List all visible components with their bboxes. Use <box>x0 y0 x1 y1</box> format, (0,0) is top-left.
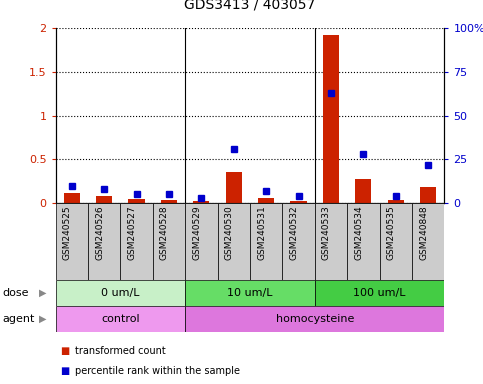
Text: percentile rank within the sample: percentile rank within the sample <box>75 366 240 376</box>
Bar <box>380 203 412 280</box>
Bar <box>290 200 307 203</box>
Text: ■: ■ <box>60 366 70 376</box>
Text: GSM240528: GSM240528 <box>160 205 169 260</box>
Text: GSM240532: GSM240532 <box>289 205 298 260</box>
Bar <box>56 306 185 332</box>
Text: ▶: ▶ <box>39 288 46 298</box>
Bar <box>217 203 250 280</box>
Bar <box>315 280 444 306</box>
Text: GDS3413 / 403057: GDS3413 / 403057 <box>185 0 315 11</box>
Bar <box>283 203 315 280</box>
Bar <box>323 35 339 203</box>
Text: control: control <box>101 314 140 324</box>
Bar <box>56 203 88 280</box>
Text: homocysteine: homocysteine <box>276 314 354 324</box>
Bar <box>347 203 380 280</box>
Bar <box>355 179 371 203</box>
Text: GSM240535: GSM240535 <box>387 205 396 260</box>
Bar <box>56 280 185 306</box>
Bar <box>412 203 444 280</box>
Bar <box>185 280 315 306</box>
Text: GSM240525: GSM240525 <box>63 205 72 260</box>
Bar <box>258 198 274 203</box>
Text: GSM240533: GSM240533 <box>322 205 331 260</box>
Bar <box>388 200 404 203</box>
Text: GSM240531: GSM240531 <box>257 205 266 260</box>
Text: 0 um/L: 0 um/L <box>101 288 140 298</box>
Text: GSM240527: GSM240527 <box>128 205 137 260</box>
Bar <box>161 200 177 203</box>
Text: ■: ■ <box>60 346 70 356</box>
Bar <box>120 203 153 280</box>
Bar <box>185 306 444 332</box>
Bar <box>226 172 242 203</box>
Bar <box>88 203 120 280</box>
Bar <box>420 187 436 203</box>
Bar <box>128 199 144 203</box>
Text: GSM240848: GSM240848 <box>419 205 428 260</box>
Text: transformed count: transformed count <box>75 346 166 356</box>
Bar <box>315 203 347 280</box>
Bar <box>193 200 210 203</box>
Text: GSM240534: GSM240534 <box>355 205 363 260</box>
Text: 10 um/L: 10 um/L <box>227 288 273 298</box>
Text: 100 um/L: 100 um/L <box>353 288 406 298</box>
Bar <box>153 203 185 280</box>
Bar <box>96 196 112 203</box>
Text: dose: dose <box>2 288 29 298</box>
Text: ▶: ▶ <box>39 314 46 324</box>
Text: GSM240526: GSM240526 <box>95 205 104 260</box>
Text: GSM240530: GSM240530 <box>225 205 234 260</box>
Bar <box>185 203 217 280</box>
Text: GSM240529: GSM240529 <box>192 205 201 260</box>
Text: agent: agent <box>2 314 35 324</box>
Bar <box>250 203 283 280</box>
Bar <box>64 193 80 203</box>
